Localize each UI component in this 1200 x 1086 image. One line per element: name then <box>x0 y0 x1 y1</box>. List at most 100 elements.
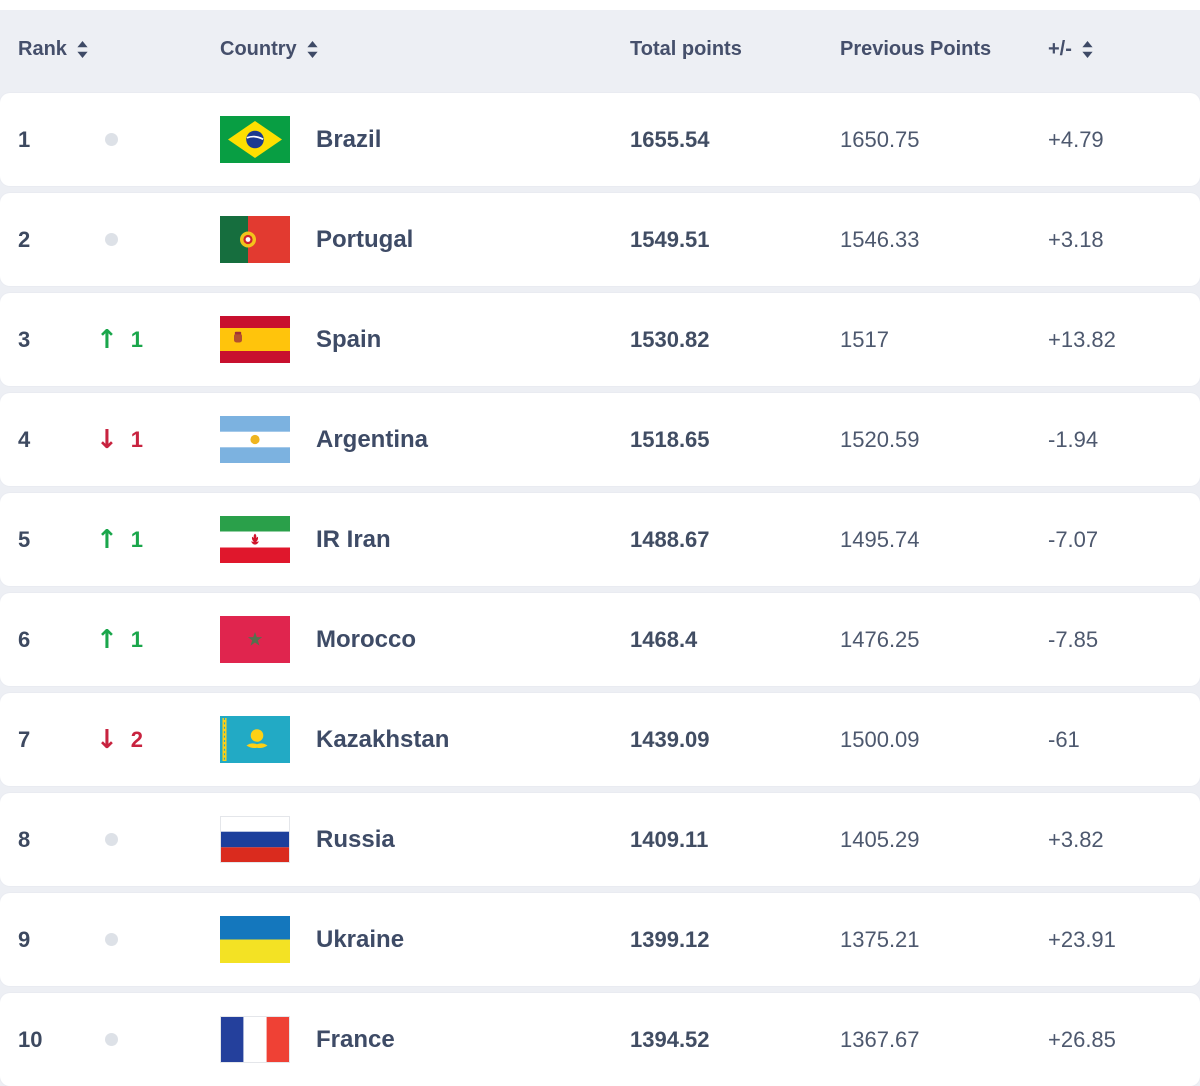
points-change-value: +13.82 <box>1048 326 1116 352</box>
table-row[interactable]: 3 ↑ 1 Spain 1530.82 1517 +13.82 <box>0 293 1200 386</box>
total-points-value: 1518.65 <box>630 426 710 452</box>
country-flag-argentina-icon <box>220 416 290 463</box>
points-change-value: +3.82 <box>1048 826 1104 852</box>
column-header-label: Country <box>220 37 297 60</box>
table-row[interactable]: 5 ↑ 1 IR Iran 1488.67 1495.74 -7.07 <box>0 493 1200 586</box>
table-row[interactable]: 6 ↑ 1 Morocco 1468.4 1476.25 -7.85 <box>0 593 1200 686</box>
column-header-rank[interactable]: Rank <box>0 38 220 61</box>
rank-change-places: 2 <box>130 726 144 752</box>
sort-arrows-icon[interactable] <box>77 40 88 58</box>
rank-change-indicator: ↓ 2 <box>80 727 220 753</box>
points-change-value: -61 <box>1048 726 1080 752</box>
down-arrow-icon: ↓ <box>96 724 118 755</box>
country-name: Kazakhstan <box>316 725 450 753</box>
total-points-value: 1488.67 <box>630 526 710 552</box>
table-row[interactable]: 9 Ukraine 1399.12 1375.21 +23.91 <box>0 893 1200 986</box>
country-flag-russia-icon <box>220 816 290 863</box>
previous-points-value: 1405.29 <box>840 826 920 852</box>
rank-change-indicator <box>80 933 220 946</box>
total-points-value: 1549.51 <box>630 226 710 252</box>
rank-value: 3 <box>18 326 31 352</box>
total-points-value: 1439.09 <box>630 726 710 752</box>
rank-change-places: 1 <box>130 526 144 552</box>
no-change-dot-icon <box>105 833 118 846</box>
country-flag-brazil-icon <box>220 116 290 163</box>
rank-value: 6 <box>18 626 31 652</box>
country-name: Morocco <box>316 625 417 653</box>
total-points-value: 1394.52 <box>630 1026 710 1052</box>
column-header-label: +/- <box>1048 37 1072 60</box>
previous-points-value: 1476.25 <box>840 626 920 652</box>
previous-points-value: 1546.33 <box>840 226 920 252</box>
rank-change-places: 1 <box>130 326 144 352</box>
table-body: 1 Brazil 1655.54 1650.75 +4.79 2 Portuga… <box>0 88 1200 1086</box>
no-change-dot-icon <box>105 1033 118 1046</box>
rank-value: 1 <box>18 126 31 152</box>
up-arrow-icon: ↑ <box>96 624 118 655</box>
country-name: Russia <box>316 825 395 853</box>
previous-points-value: 1650.75 <box>840 126 920 152</box>
country-flag-iran-icon <box>220 516 290 563</box>
country-flag-spain-icon <box>220 316 290 363</box>
sort-arrows-icon[interactable] <box>1082 40 1093 58</box>
previous-points-value: 1500.09 <box>840 726 920 752</box>
rank-value: 2 <box>18 226 31 252</box>
total-points-value: 1409.11 <box>630 826 709 852</box>
table-row[interactable]: 4 ↓ 1 Argentina 1518.65 1520.59 -1.94 <box>0 393 1200 486</box>
no-change-dot-icon <box>105 133 118 146</box>
column-header-previous-points: Previous Points <box>840 38 1048 61</box>
country-name: Argentina <box>316 425 429 453</box>
table-row[interactable]: 2 Portugal 1549.51 1546.33 +3.18 <box>0 193 1200 286</box>
rank-change-indicator <box>80 233 220 246</box>
column-header-plus-minus[interactable]: +/- <box>1048 38 1200 61</box>
country-name: Spain <box>316 325 382 353</box>
points-change-value: -7.85 <box>1048 626 1099 652</box>
rank-value: 4 <box>18 426 31 452</box>
down-arrow-icon: ↓ <box>96 424 118 455</box>
rank-change-places: 1 <box>130 626 144 652</box>
points-change-value: +3.18 <box>1048 226 1104 252</box>
previous-points-value: 1517 <box>840 326 889 352</box>
column-header-total-points: Total points <box>630 38 840 61</box>
country-name: Ukraine <box>316 925 405 953</box>
country-name: Brazil <box>316 125 382 153</box>
previous-points-value: 1367.67 <box>840 1026 920 1052</box>
rank-change-indicator: ↑ 1 <box>80 327 220 353</box>
points-change-value: -7.07 <box>1048 526 1099 552</box>
sort-arrows-icon[interactable] <box>307 40 318 58</box>
country-flag-portugal-icon <box>220 216 290 263</box>
total-points-value: 1655.54 <box>630 126 710 152</box>
table-row[interactable]: 7 ↓ 2 Kazakhstan 1439.09 1500.09 -61 <box>0 693 1200 786</box>
rank-change-indicator <box>80 1033 220 1046</box>
country-name: France <box>316 1025 395 1053</box>
country-flag-kazakhstan-icon <box>220 716 290 763</box>
previous-points-value: 1375.21 <box>840 926 920 952</box>
table-row[interactable]: 10 France 1394.52 1367.67 +26.85 <box>0 993 1200 1086</box>
total-points-value: 1530.82 <box>630 326 710 352</box>
table-row[interactable]: 8 Russia 1409.11 1405.29 +3.82 <box>0 793 1200 886</box>
rank-value: 5 <box>18 526 31 552</box>
no-change-dot-icon <box>105 233 118 246</box>
column-header-label: Total points <box>630 37 742 60</box>
points-change-value: +4.79 <box>1048 126 1104 152</box>
table-header: Rank Country Total points Previous Points… <box>0 10 1200 88</box>
up-arrow-icon: ↑ <box>96 324 118 355</box>
previous-points-value: 1520.59 <box>840 426 920 452</box>
table-row[interactable]: 1 Brazil 1655.54 1650.75 +4.79 <box>0 93 1200 186</box>
rank-change-indicator <box>80 833 220 846</box>
rank-change-indicator: ↓ 1 <box>80 427 220 453</box>
points-change-value: -1.94 <box>1048 426 1099 452</box>
total-points-value: 1468.4 <box>630 626 698 652</box>
country-flag-ukraine-icon <box>220 916 290 963</box>
rank-value: 10 <box>18 1026 43 1052</box>
rank-change-places: 1 <box>130 426 144 452</box>
column-header-country[interactable]: Country <box>220 38 630 61</box>
points-change-value: +23.91 <box>1048 926 1116 952</box>
up-arrow-icon: ↑ <box>96 524 118 555</box>
column-header-label: Previous Points <box>840 37 992 60</box>
country-name: Portugal <box>316 225 414 253</box>
rank-value: 8 <box>18 826 31 852</box>
previous-points-value: 1495.74 <box>840 526 920 552</box>
country-flag-france-icon <box>220 1016 290 1063</box>
rank-value: 9 <box>18 926 31 952</box>
